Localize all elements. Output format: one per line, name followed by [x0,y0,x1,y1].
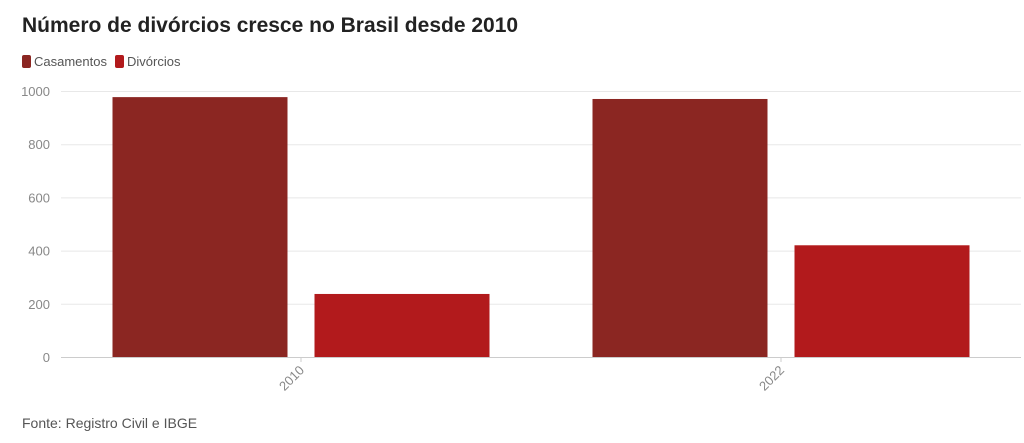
legend-label-casamentos: Casamentos [34,54,107,69]
legend-swatch-divorcios [114,55,124,68]
bar-casamentos-2010 [112,97,288,358]
y-tick-label-200: 200 [28,297,50,312]
y-tick-label-400: 400 [28,244,50,259]
legend-label-divorcios: Divórcios [126,54,181,69]
source-note: Fonte: Registro Civil e IBGE [22,415,198,431]
y-tick-label-600: 600 [28,190,50,205]
legend: Casamentos Divórcios [22,54,188,69]
y-tick-label-1000: 1000 [21,84,50,99]
legend-item-divorcios[interactable]: Divórcios [114,54,181,69]
legend-swatch-casamentos [22,55,31,68]
bar-div-rcios-2022 [794,245,970,357]
chart-title: Número de divórcios cresce no Brasil des… [22,14,519,37]
x-tick-label-2022: 2022 [756,363,787,394]
bar-casamentos-2022 [592,98,768,357]
x-tick-label-2010: 2010 [276,363,307,394]
y-tick-label-0: 0 [43,350,50,365]
bar-div-rcios-2010 [314,293,490,357]
legend-item-casamentos[interactable]: Casamentos [22,54,107,69]
bar-chart: 0 200 400 600 800 1000 2010 2022 [21,84,1021,394]
y-tick-label-800: 800 [28,137,50,152]
